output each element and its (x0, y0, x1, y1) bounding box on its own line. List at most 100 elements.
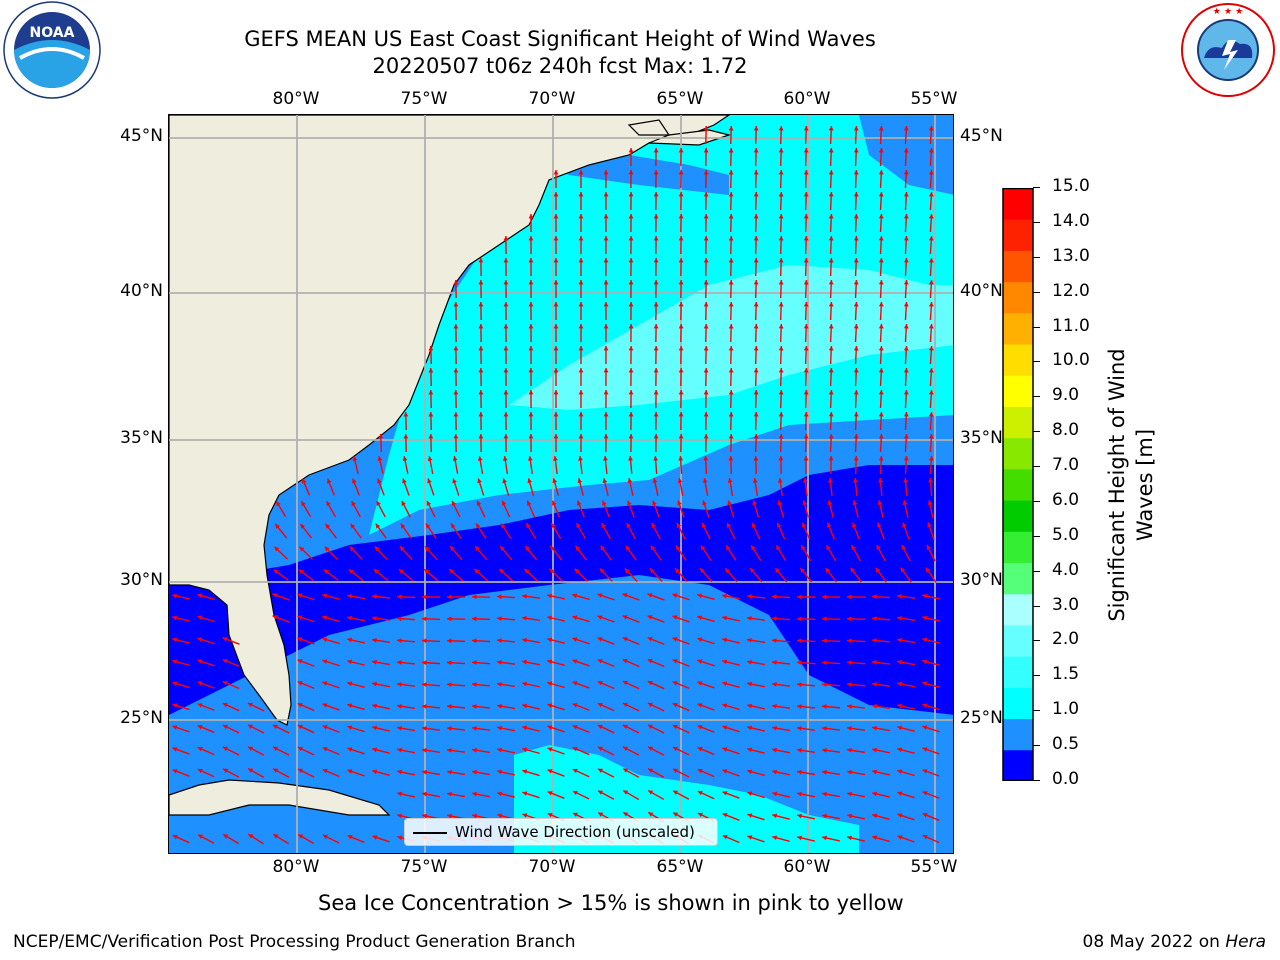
wave-direction-arrow (622, 746, 640, 756)
map-panel (168, 114, 954, 854)
sea-ice-note: Sea Ice Concentration > 15% is shown in … (318, 891, 904, 915)
wave-direction-arrow (922, 681, 940, 689)
colorbar-swatch (1003, 312, 1033, 345)
wave-direction-arrow (297, 746, 315, 756)
wave-direction-arrow (653, 191, 659, 211)
wave-direction-arrow (778, 191, 784, 211)
wave-direction-arrow (499, 545, 513, 561)
wave-direction-arrow (347, 681, 365, 688)
wave-direction-arrow (928, 169, 934, 189)
wave-direction-arrow (872, 813, 890, 820)
wave-direction-arrow (922, 659, 940, 666)
wave-direction-arrow (503, 323, 509, 343)
wave-direction-arrow (547, 615, 565, 622)
wave-direction-arrow (421, 638, 441, 644)
wave-direction-arrow (928, 477, 934, 497)
lat-label-left: 30°N (120, 570, 163, 590)
colorbar-tick (1033, 431, 1040, 433)
wave-direction-arrow (922, 812, 940, 822)
wave-direction-arrow (549, 568, 563, 582)
wave-direction-arrow (678, 323, 684, 343)
colorbar-tick (1033, 640, 1040, 642)
wave-direction-arrow (471, 594, 491, 600)
wave-direction-arrow (821, 704, 841, 709)
wave-direction-arrow (622, 724, 640, 734)
wave-direction-arrow (649, 567, 663, 583)
wave-direction-arrow (522, 747, 540, 755)
wave-direction-arrow (597, 680, 615, 690)
wave-direction-arrow (497, 703, 515, 710)
wave-direction-arrow (378, 433, 384, 453)
wave-direction-arrow (575, 522, 587, 540)
wave-direction-arrow (572, 615, 590, 623)
wave-direction-arrow (172, 703, 190, 711)
wave-direction-arrow (803, 257, 809, 277)
lon-label-top: 80°W (272, 89, 320, 109)
colorbar-tick (1033, 780, 1040, 781)
wave-direction-arrow (603, 323, 609, 343)
wave-direction-arrow (653, 147, 659, 167)
wave-direction-arrow (672, 593, 690, 601)
colorbar-tick (1033, 291, 1040, 293)
wave-direction-arrow (553, 257, 559, 277)
wave-direction-arrow (572, 659, 590, 667)
wave-direction-arrow (197, 593, 215, 601)
wave-direction-arrow (772, 747, 790, 754)
wave-direction-arrow (774, 567, 788, 583)
wave-direction-arrow (824, 567, 838, 583)
wave-direction-arrow (628, 257, 634, 277)
wave-direction-arrow (547, 637, 565, 644)
wave-direction-arrow (853, 191, 859, 211)
wave-direction-arrow (300, 500, 312, 518)
wave-direction-arrow (628, 433, 634, 453)
wave-direction-arrow (722, 593, 740, 600)
wave-direction-arrow (474, 545, 488, 561)
wave-direction-arrow (473, 568, 489, 582)
wave-direction-arrow (446, 660, 466, 666)
wave-direction-arrow (578, 433, 584, 453)
wave-direction-arrow (778, 257, 784, 277)
wave-direction-arrow (728, 279, 734, 299)
wave-direction-arrow (603, 345, 609, 365)
wave-direction-arrow (396, 594, 416, 600)
wave-direction-arrow (747, 725, 765, 732)
wave-direction-arrow (750, 545, 762, 561)
wave-direction-arrow (753, 257, 759, 277)
wave-direction-arrow (728, 455, 734, 475)
wave-direction-arrow (697, 768, 715, 778)
wave-direction-arrow (903, 191, 909, 211)
wave-direction-arrow (749, 567, 763, 583)
wave-direction-arrow (322, 659, 340, 667)
wave-direction-arrow (449, 545, 463, 561)
wave-direction-arrow (753, 411, 759, 431)
wave-direction-arrow (376, 500, 386, 518)
wave-direction-arrow (821, 594, 841, 600)
wave-direction-arrow (928, 323, 934, 343)
wave-direction-arrow (747, 659, 765, 666)
footer-machine: Hera (1225, 932, 1266, 952)
wave-direction-arrow (672, 768, 690, 778)
wave-direction-arrow (752, 478, 759, 496)
wave-direction-arrow (503, 257, 509, 277)
wave-direction-arrow (553, 191, 559, 211)
wave-direction-arrow (222, 833, 240, 845)
wave-direction-arrow (653, 257, 659, 277)
wave-direction-arrow (703, 323, 709, 343)
wave-direction-arrow (628, 411, 634, 431)
wave-direction-arrow (597, 593, 615, 601)
wave-direction-arrow (676, 522, 686, 540)
wave-direction-arrow (847, 835, 865, 842)
colorbar-swatch (1003, 624, 1033, 657)
wave-direction-arrow (796, 747, 816, 754)
wave-direction-arrow (878, 433, 884, 453)
wave-direction-arrow (422, 791, 440, 798)
wave-direction-arrow (624, 568, 638, 582)
wave-direction-arrow (697, 637, 715, 645)
wave-direction-arrow (553, 411, 559, 431)
wave-direction-arrow (722, 615, 740, 622)
wave-direction-arrow (600, 545, 612, 561)
wave-direction-arrow (352, 456, 359, 474)
wave-direction-arrow (297, 768, 315, 778)
wave-direction-arrow (272, 768, 290, 778)
wave-direction-arrow (803, 411, 809, 431)
